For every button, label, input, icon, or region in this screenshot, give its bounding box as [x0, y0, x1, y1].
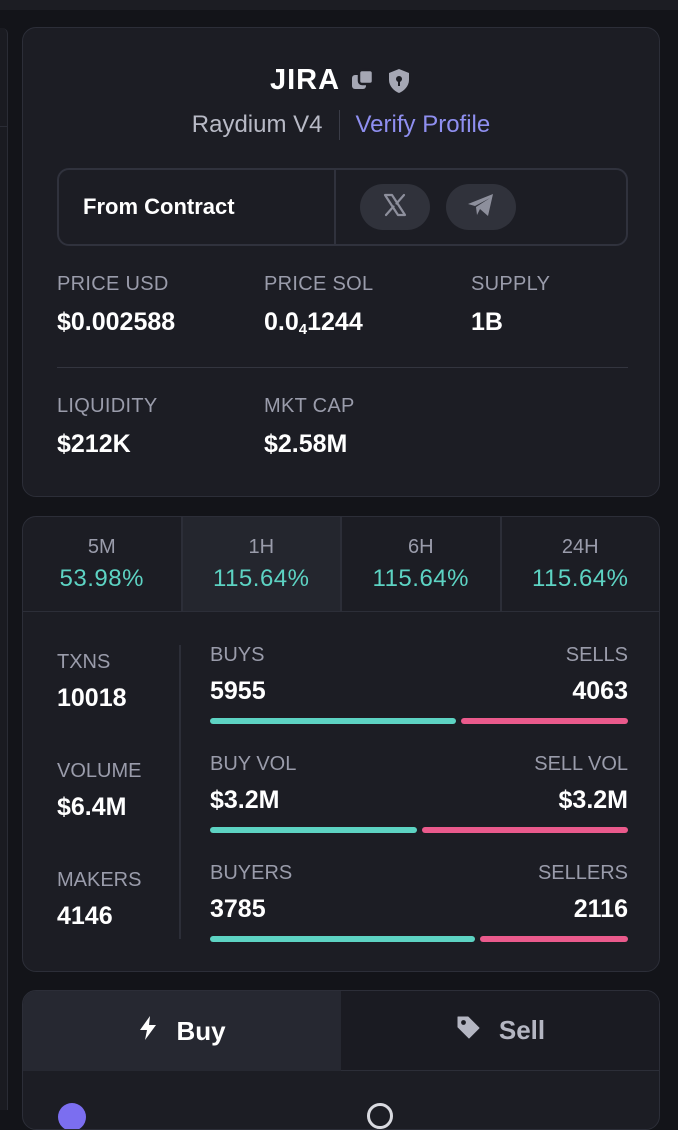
- buy-portion-bar: [210, 827, 417, 833]
- buys-sells-block: BUYS SELLS 5955 4063: [210, 644, 628, 724]
- sell-vol-value: $3.2M: [558, 786, 628, 814]
- copy-icon[interactable]: [350, 68, 376, 94]
- buyers-value: 3785: [210, 895, 266, 923]
- price-sol-stat: PRICE SOL 0.041244: [264, 273, 373, 338]
- liquidity-label: LIQUIDITY: [57, 395, 158, 417]
- price-change-value: 115.64%: [372, 564, 469, 592]
- txns-value: 10018: [57, 684, 127, 712]
- makers-label: MAKERS: [57, 869, 142, 891]
- dex-name: Raydium V4: [191, 111, 323, 138]
- buy-portion-bar: [210, 936, 475, 942]
- txns-label: TXNS: [57, 651, 111, 673]
- left-panel-edge: [0, 28, 8, 1110]
- token-name: JIRA: [269, 64, 341, 96]
- option-radio[interactable]: [367, 1103, 393, 1129]
- price-change-value: 53.98%: [59, 564, 144, 592]
- liquidity-value: $212K: [57, 430, 131, 458]
- x-social-button[interactable]: [360, 184, 430, 230]
- tab-5m[interactable]: 5M 53.98%: [23, 517, 183, 611]
- divider: [179, 645, 181, 939]
- tab-1h[interactable]: 1H 115.64%: [182, 517, 342, 611]
- sellers-value: 2116: [573, 895, 628, 923]
- liquidity-stat: LIQUIDITY $212K: [57, 395, 158, 459]
- contract-box: From Contract: [57, 168, 628, 246]
- buy-vol-value: $3.2M: [210, 786, 280, 814]
- timeframe-label: 1H: [248, 535, 275, 558]
- telegram-social-button[interactable]: [446, 184, 516, 230]
- price-usd-stat: PRICE USD $0.002588: [57, 273, 175, 337]
- verify-profile-link[interactable]: Verify Profile: [355, 111, 491, 138]
- volume-stat: VOLUME $6.4M: [57, 760, 141, 822]
- timeframe-label: 24H: [561, 535, 599, 558]
- sell-vol-label: SELL VOL: [534, 753, 628, 775]
- makers-stat: MAKERS 4146: [57, 869, 141, 931]
- buys-value: 5955: [210, 677, 266, 705]
- buy-sell-volume-block: BUY VOL SELL VOL $3.2M $3.2M: [210, 753, 628, 833]
- token-title-row: JIRA: [23, 64, 659, 97]
- price-sol-label: PRICE SOL: [264, 273, 374, 295]
- buy-vol-label: BUY VOL: [210, 753, 297, 775]
- sell-portion-bar: [422, 827, 628, 833]
- sells-label: SELLS: [565, 644, 628, 666]
- buys-sells-ratio-bar: [210, 718, 628, 724]
- mkt-cap-stat: MKT CAP $2.58M: [264, 395, 355, 459]
- makers-value: 4146: [57, 902, 113, 930]
- tag-icon: [455, 1014, 481, 1047]
- volume-value: $6.4M: [57, 793, 127, 821]
- from-contract-label: From Contract: [59, 170, 336, 244]
- trade-card: Buy Sell: [22, 990, 660, 1130]
- sell-tab-label: Sell: [498, 1015, 546, 1045]
- token-info-card: JIRA Raydium V4 Verify Profile From Cont…: [22, 27, 660, 497]
- buys-label: BUYS: [210, 644, 265, 666]
- divider: [338, 110, 340, 140]
- buy-tab[interactable]: Buy: [23, 991, 341, 1071]
- sell-portion-bar: [461, 718, 628, 724]
- sells-value: 4063: [572, 677, 628, 705]
- price-change-value: 115.64%: [532, 564, 629, 592]
- buy-portion-bar: [210, 718, 456, 724]
- sell-tab[interactable]: Sell: [341, 991, 659, 1071]
- token-subtitle-row: Raydium V4 Verify Profile: [23, 110, 659, 140]
- x-icon: [382, 192, 408, 223]
- supply-label: SUPPLY: [471, 273, 551, 295]
- divider: [57, 367, 628, 368]
- txns-stat: TXNS 10018: [57, 651, 127, 713]
- timeframe-tabs: 5M 53.98% 1H 115.64% 6H 115.64% 24H 115.…: [23, 517, 659, 612]
- timeframe-label: 5M: [87, 535, 116, 558]
- tab-6h[interactable]: 6H 115.64%: [342, 517, 502, 611]
- mkt-cap-value: $2.58M: [264, 430, 348, 458]
- sellers-label: SELLERS: [537, 862, 628, 884]
- timeframe-label: 6H: [407, 535, 434, 558]
- price-sol-value: 0.041244: [264, 308, 363, 338]
- buyers-ratio-bar: [210, 936, 628, 942]
- shield-icon[interactable]: [386, 68, 412, 94]
- tab-24h[interactable]: 24H 115.64%: [502, 517, 660, 611]
- supply-value: 1B: [471, 308, 503, 336]
- volume-label: VOLUME: [57, 760, 142, 782]
- price-change-value: 115.64%: [213, 564, 310, 592]
- supply-stat: SUPPLY 1B: [471, 273, 550, 337]
- trading-stats-card: 5M 53.98% 1H 115.64% 6H 115.64% 24H 115.…: [22, 516, 660, 972]
- volume-ratio-bar: [210, 827, 628, 833]
- price-usd-label: PRICE USD: [57, 273, 169, 295]
- lightning-icon: [138, 1015, 158, 1048]
- telegram-icon: [466, 192, 496, 223]
- trade-tabs: Buy Sell: [23, 991, 659, 1071]
- mkt-cap-label: MKT CAP: [264, 395, 355, 417]
- buy-tab-label: Buy: [176, 1015, 226, 1046]
- top-strip: [0, 0, 678, 10]
- token-avatar: [58, 1103, 86, 1129]
- buyers-sellers-block: BUYERS SELLERS 3785 2116: [210, 862, 628, 942]
- sell-portion-bar: [480, 936, 628, 942]
- price-usd-value: $0.002588: [57, 308, 176, 336]
- buyers-label: BUYERS: [210, 862, 293, 884]
